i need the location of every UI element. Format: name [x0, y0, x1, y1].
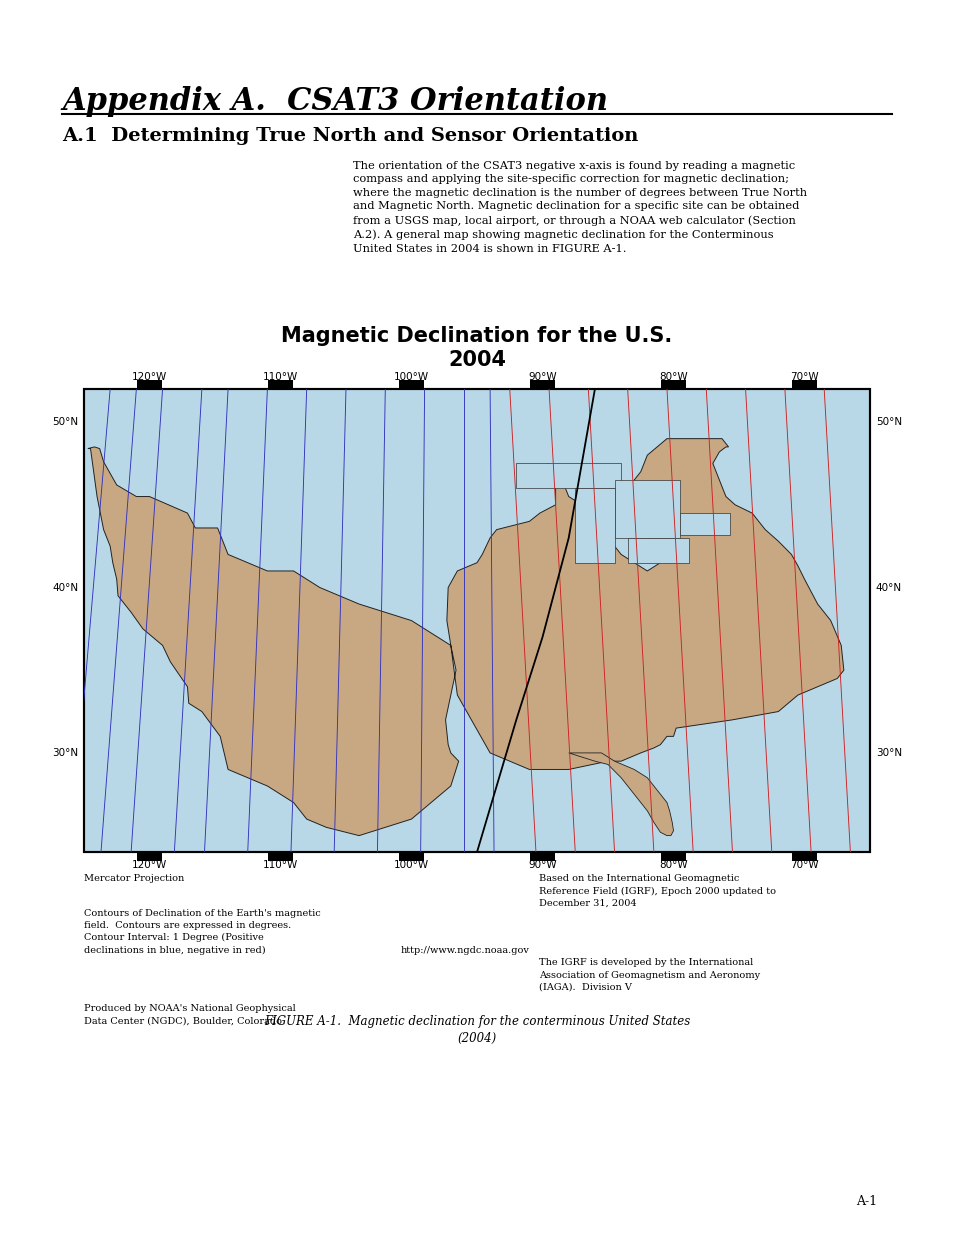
- Bar: [398, 380, 423, 389]
- Text: 110°W: 110°W: [263, 372, 297, 382]
- Text: 70°W: 70°W: [789, 372, 818, 382]
- Text: 80°W: 80°W: [659, 860, 687, 869]
- Bar: [791, 380, 816, 389]
- Text: Produced by NOAA's National Geophysical
Data Center (NGDC), Boulder, Colorado: Produced by NOAA's National Geophysical …: [84, 1004, 295, 1025]
- Bar: [268, 852, 293, 861]
- Text: 90°W: 90°W: [528, 372, 557, 382]
- Polygon shape: [627, 538, 688, 563]
- Text: Appendix A.  CSAT3 Orientation: Appendix A. CSAT3 Orientation: [62, 86, 607, 117]
- Bar: [660, 852, 685, 861]
- Bar: [84, 389, 869, 852]
- Text: 80°W: 80°W: [659, 372, 687, 382]
- Text: The orientation of the CSAT3 negative x-axis is found by reading a magnetic
comp: The orientation of the CSAT3 negative x-…: [353, 161, 806, 253]
- Polygon shape: [614, 480, 679, 538]
- Text: 50°N: 50°N: [875, 417, 901, 427]
- Bar: [268, 380, 293, 389]
- Polygon shape: [575, 488, 614, 563]
- Text: Contours of Declination of the Earth's magnetic
field.  Contours are expressed i: Contours of Declination of the Earth's m…: [84, 909, 320, 955]
- Polygon shape: [568, 753, 673, 836]
- Bar: [660, 380, 685, 389]
- Text: 50°N: 50°N: [52, 417, 78, 427]
- Bar: [791, 852, 816, 861]
- Text: 40°N: 40°N: [52, 583, 78, 593]
- Text: 30°N: 30°N: [875, 748, 901, 758]
- Bar: [137, 380, 162, 389]
- Text: 120°W: 120°W: [132, 372, 167, 382]
- Text: 90°W: 90°W: [528, 860, 557, 869]
- Text: A.1  Determining True North and Sensor Orientation: A.1 Determining True North and Sensor Or…: [62, 127, 638, 146]
- Text: 40°N: 40°N: [875, 583, 901, 593]
- Text: A-1: A-1: [856, 1194, 877, 1208]
- Text: The IGRF is developed by the International
Association of Geomagnetism and Aeron: The IGRF is developed by the Internation…: [538, 958, 760, 992]
- Text: Magnetic Declination for the U.S.: Magnetic Declination for the U.S.: [281, 326, 672, 346]
- Text: FIGURE A-1.  Magnetic declination for the conterminous United States
(2004): FIGURE A-1. Magnetic declination for the…: [264, 1015, 689, 1045]
- Polygon shape: [88, 438, 843, 836]
- Polygon shape: [516, 463, 620, 488]
- Bar: [398, 852, 423, 861]
- Text: 100°W: 100°W: [394, 372, 429, 382]
- Bar: [84, 389, 869, 852]
- Text: 120°W: 120°W: [132, 860, 167, 869]
- Bar: [530, 380, 555, 389]
- Text: http://www.ngdc.noaa.gov: http://www.ngdc.noaa.gov: [400, 946, 529, 955]
- Text: 100°W: 100°W: [394, 860, 429, 869]
- Text: 70°W: 70°W: [789, 860, 818, 869]
- Text: 30°N: 30°N: [52, 748, 78, 758]
- Text: 2004: 2004: [448, 351, 505, 370]
- Bar: [137, 852, 162, 861]
- Text: 110°W: 110°W: [263, 860, 297, 869]
- Polygon shape: [679, 513, 729, 535]
- Text: Mercator Projection: Mercator Projection: [84, 874, 184, 883]
- Bar: [530, 852, 555, 861]
- Text: Based on the International Geomagnetic
Reference Field (IGRF), Epoch 2000 update: Based on the International Geomagnetic R…: [538, 874, 775, 908]
